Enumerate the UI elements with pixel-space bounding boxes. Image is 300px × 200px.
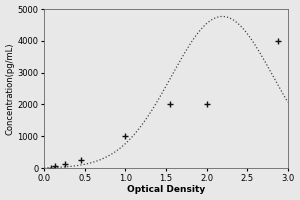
X-axis label: Optical Density: Optical Density bbox=[127, 185, 205, 194]
Y-axis label: Concentration(pg/mL): Concentration(pg/mL) bbox=[6, 42, 15, 135]
